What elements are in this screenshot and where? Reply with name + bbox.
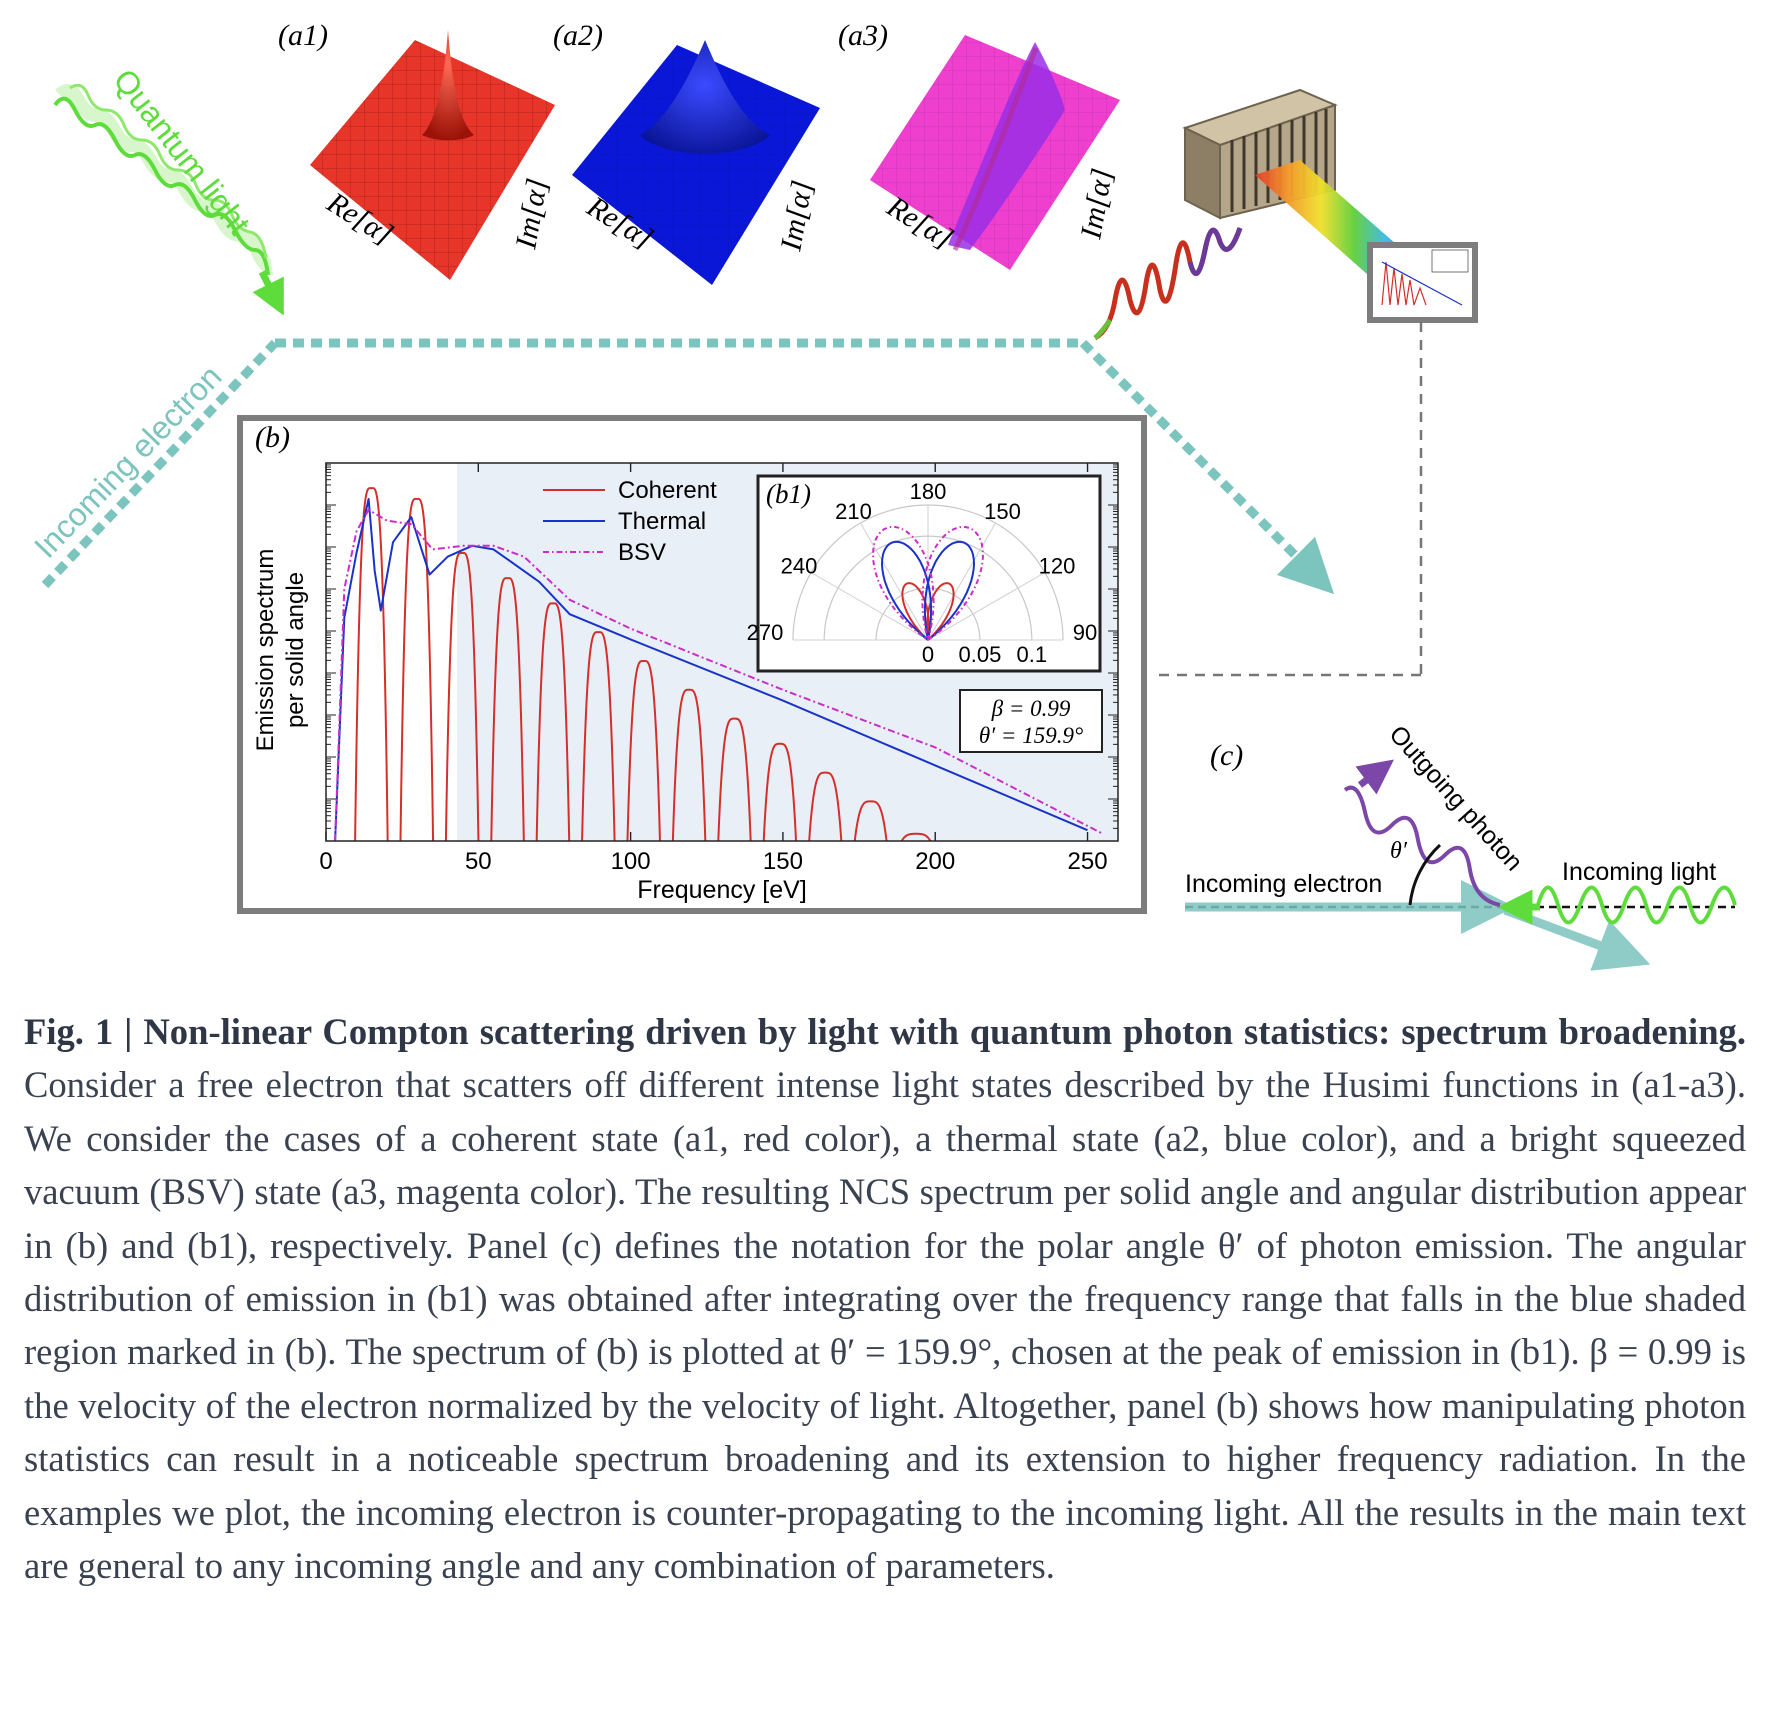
polar-curves <box>871 525 985 641</box>
husimi-peak-thermal <box>640 40 770 154</box>
im-label-a3: Im[α] <box>1074 166 1119 242</box>
spectrum-tick-labels: 0 50 100 150 200 250 <box>319 848 1107 875</box>
polar-grid <box>792 504 1064 641</box>
polar-angle-label-90: 90 <box>1073 620 1097 645</box>
panel-label-a2: (a2) <box>553 19 603 52</box>
polar-spoke-120 <box>927 572 1046 641</box>
spectrum-plot-frame <box>325 462 1119 842</box>
polar-spoke-210 <box>860 522 929 641</box>
legend-label-bsv: BSV <box>618 539 666 566</box>
spectrum-ylabel-line2: per solid angle <box>282 572 309 728</box>
figure-1: (a1) Re[α] Im[α] (a2) Re[α] Im[α] (a3) R… <box>27 19 1737 971</box>
panel-c: (c) Incoming electron Incoming light Out… <box>1185 720 1737 971</box>
polar-tick-labels: 90 120 150 180 210 240 270 0 0.05 0.1 <box>747 479 1098 667</box>
series-bsv-line <box>334 508 1104 841</box>
theta-prime-label: θ′ <box>1390 838 1408 864</box>
annotation-theta: θ′ = 159.9° <box>979 723 1083 748</box>
spectrum-legend: Coherent Thermal BSV <box>543 477 717 566</box>
figure-caption: Fig. 1 | Non-linear Compton scattering d… <box>24 1005 1746 1592</box>
caption-body: Consider a free electron that scatters o… <box>24 1064 1746 1587</box>
x-tick-label-50: 50 <box>465 848 492 875</box>
husimi-panel-a2: (a2) Re[α] Im[α] <box>553 19 820 285</box>
polar-inset-b1: (b1) 90 120 150 180 210 240 270 0 0.05 0.1 <box>747 474 1102 673</box>
theta-angle-arc <box>1408 843 1442 906</box>
series-coherent-line <box>354 487 932 841</box>
polar-angle-label-270: 270 <box>747 620 784 645</box>
x-tick-label-100: 100 <box>611 848 651 875</box>
x-tick-label-200: 200 <box>915 848 955 875</box>
c-incoming-electron-label: Incoming electron <box>1185 870 1382 898</box>
legend-label-thermal: Thermal <box>618 508 706 535</box>
panel-label-b: (b) <box>255 421 290 454</box>
panel-label-b1: (b1) <box>766 479 811 509</box>
polar-series-coherent <box>901 582 955 641</box>
spectrum-curves <box>334 487 1104 841</box>
outgoing-photon-wave <box>1343 785 1501 907</box>
incoming-light-wave <box>1536 885 1737 925</box>
polar-angle-label-240: 240 <box>781 554 818 579</box>
quantum-light-beam: Quantum light <box>53 62 284 316</box>
polar-angle-label-120: 120 <box>1039 554 1076 579</box>
x-tick-label-0: 0 <box>319 848 332 875</box>
x-tick-label-250: 250 <box>1068 848 1108 875</box>
legend-label-coherent: Coherent <box>618 477 717 504</box>
im-label-a2: Im[α] <box>774 178 819 254</box>
panel-label-a1: (a1) <box>278 19 328 52</box>
spectrum-ylabel-line1: Emission spectrum <box>252 549 279 752</box>
caption-title: Fig. 1 | Non-linear Compton scattering d… <box>24 1011 1746 1052</box>
incoming-light-label: Incoming light <box>1562 858 1716 886</box>
spectrometer <box>1093 88 1478 677</box>
polar-radius-label-0: 0 <box>922 642 934 667</box>
panel-b: (b) 0 50 100 150 200 250 Frequency [eV] Emiss… <box>237 415 1147 914</box>
polar-series-bsv <box>871 525 985 641</box>
annotation-beta: β = 0.99 <box>991 696 1071 721</box>
panel-label-a3: (a3) <box>838 19 888 52</box>
husimi-panel-a3: (a3) Re[α] Im[α] <box>838 19 1120 270</box>
panel-label-c: (c) <box>1210 739 1243 772</box>
spectrum-xlabel: Frequency [eV] <box>637 876 807 904</box>
polar-series-thermal <box>880 540 976 641</box>
detector-screen <box>1367 242 1478 323</box>
polar-spoke-150 <box>927 522 996 641</box>
series-thermal-line <box>334 498 1088 841</box>
im-label-a1: Im[α] <box>509 176 554 252</box>
polar-radius-label-0.1: 0.1 <box>1017 642 1048 667</box>
beta-theta-annotation: β = 0.99 θ′ = 159.9° <box>959 689 1103 753</box>
incoming-electron-label: Incoming electron <box>27 358 228 565</box>
x-tick-label-150: 150 <box>763 848 803 875</box>
polar-angle-label-210: 210 <box>835 499 872 524</box>
polar-radius-label-0.05: 0.05 <box>959 642 1002 667</box>
spectrum-axis-ticks <box>325 463 1118 842</box>
polar-spoke-240 <box>810 572 929 641</box>
husimi-panel-a1: (a1) Re[α] Im[α] <box>278 19 555 280</box>
husimi-peak-coherent <box>422 30 474 141</box>
polar-angle-label-180: 180 <box>910 479 947 504</box>
polar-angle-label-150: 150 <box>984 499 1021 524</box>
